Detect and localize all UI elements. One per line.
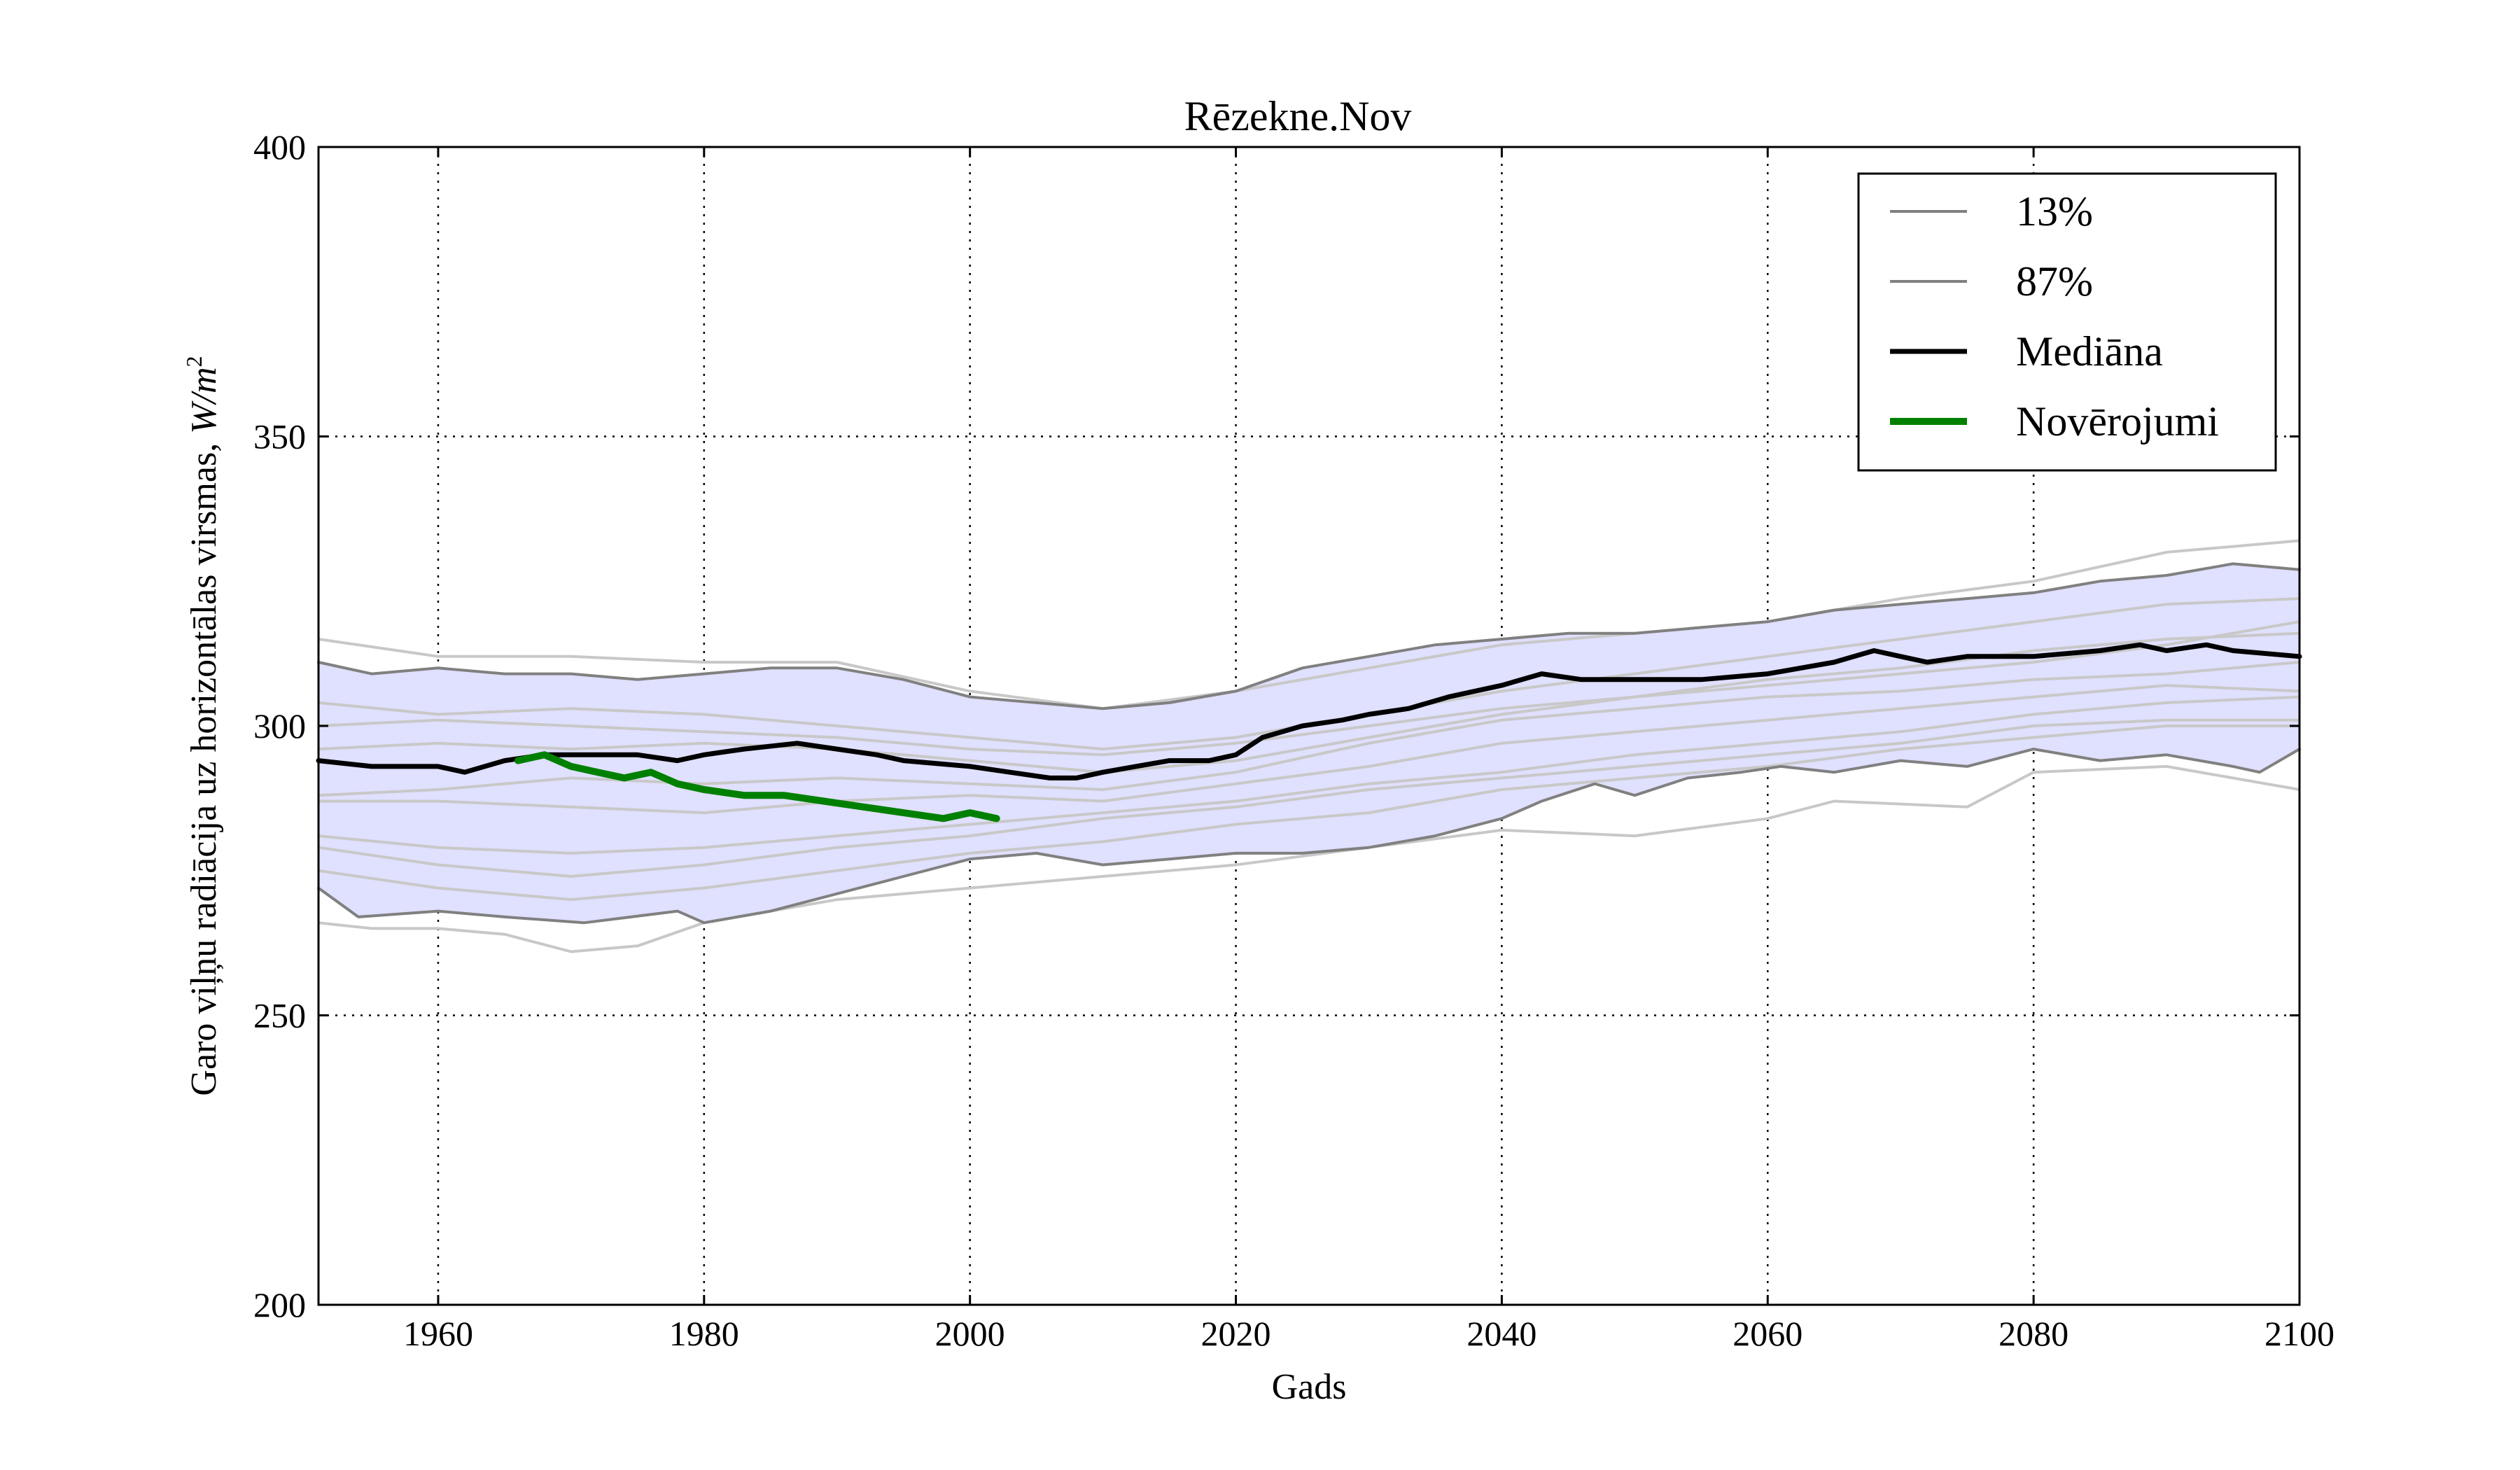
ensemble-line — [318, 718, 2300, 878]
legend-label: 87% — [2016, 258, 2093, 304]
series-line-13 — [317, 748, 2301, 925]
x-axis-title: Gads — [1272, 1367, 1347, 1407]
legend-label: Mediāna — [2016, 328, 2163, 374]
ensemble-line — [318, 695, 2300, 855]
series-line-median — [316, 642, 2302, 780]
ensemble-line — [318, 724, 2300, 902]
band-area — [318, 564, 2300, 923]
x-axis-ticks: 1960 1980 2000 2020 2040 2060 2080 2100 — [403, 147, 2334, 1353]
y-tick-label: 400 — [253, 127, 306, 167]
legend-label: 13% — [2016, 188, 2093, 234]
x-tick-label: 1960 — [403, 1314, 473, 1353]
y-axis-title-text: Garo viļņu radiācija uz horizontālas vir… — [184, 434, 224, 1096]
x-tick-label: 2100 — [2264, 1314, 2334, 1353]
chart-title: Rēzekne.Nov — [1184, 93, 1412, 139]
x-tick-label: 2060 — [1732, 1314, 1802, 1353]
ensemble-line — [318, 764, 2300, 953]
legend: 13% 87% Mediāna Novērojumi — [1857, 172, 2277, 472]
y-axis-ticks: 200 250 300 350 400 — [253, 127, 2300, 1324]
x-tick-label: 2080 — [1998, 1314, 2068, 1353]
y-tick-label: 200 — [253, 1285, 306, 1324]
x-tick-label: 2000 — [935, 1314, 1005, 1353]
y-tick-label: 300 — [253, 706, 306, 746]
legend-label: Novērojumi — [2016, 398, 2219, 444]
ensemble-line — [318, 539, 2300, 710]
series-line-87 — [317, 562, 2301, 710]
y-tick-label: 350 — [253, 417, 306, 456]
ensemble-line — [318, 620, 2300, 757]
ensemble-line — [318, 684, 2300, 815]
series-lines — [316, 562, 2302, 925]
percentile-band — [318, 564, 2300, 923]
x-tick-label: 2040 — [1466, 1314, 1536, 1353]
x-tick-label: 2020 — [1201, 1314, 1271, 1353]
y-axis-title-unit: W/m — [184, 367, 224, 433]
y-axis-title-exponent: 2 — [181, 356, 206, 367]
x-tick-label: 1980 — [669, 1314, 739, 1353]
y-tick-label: 250 — [253, 996, 306, 1035]
ensemble-line — [318, 631, 2300, 774]
series-line-observations — [514, 751, 1000, 822]
ensemble-line — [318, 661, 2300, 797]
y-axis-title: Garo viļņu radiācija uz horizontālas vir… — [181, 356, 224, 1096]
ensemble-lines — [318, 539, 2300, 953]
